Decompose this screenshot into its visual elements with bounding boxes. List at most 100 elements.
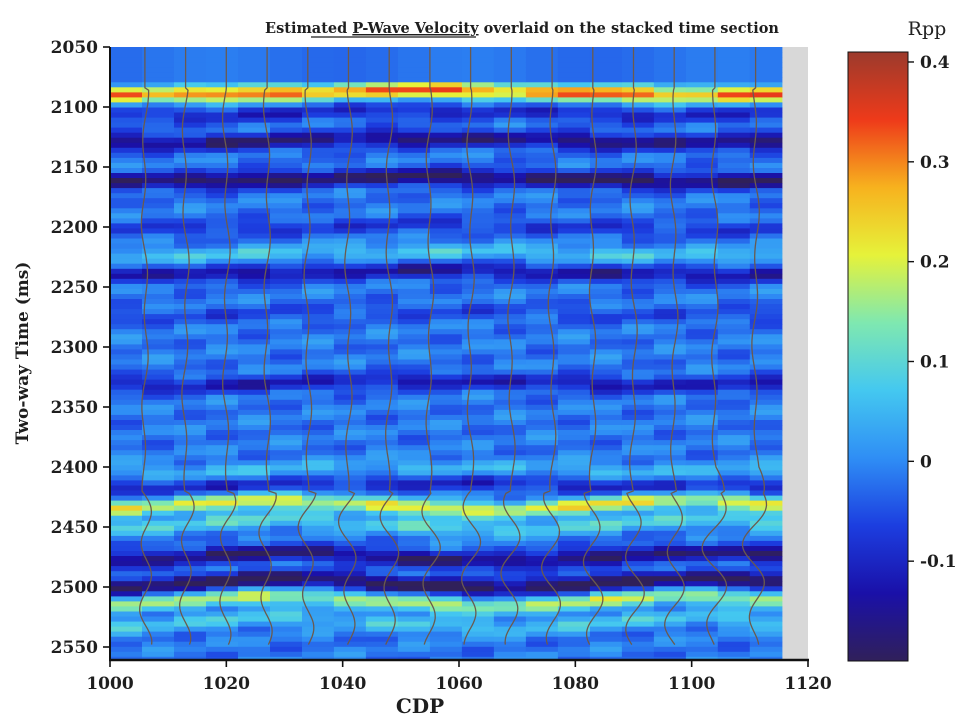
heatmap-cell [174,409,207,416]
heatmap-cell [174,359,207,366]
heatmap-cell [493,465,527,471]
heatmap-cell [717,460,751,466]
heatmap-cell [461,399,495,406]
heatmap-cell [685,535,719,542]
heatmap-cell [333,57,367,63]
heatmap-cell [333,420,367,426]
heatmap-cell [238,62,271,68]
heatmap-cell [429,364,463,371]
heatmap-cell [461,107,495,114]
heatmap-cell [717,142,751,149]
heatmap-cell [397,87,431,93]
heatmap-cell [302,349,335,355]
heatmap-cell [589,304,623,310]
heatmap-cell [397,651,431,658]
heatmap-cell [270,510,303,517]
heatmap-cell [142,359,175,366]
heatmap-cell [525,218,559,224]
heatmap-cell [174,122,207,129]
heatmap-cell [461,82,495,88]
heatmap-cell [270,546,303,552]
heatmap-cell [206,198,239,204]
heatmap-cell [557,127,591,134]
heatmap-cell [174,520,207,527]
heatmap-cell [493,157,527,164]
heatmap-cell [653,334,687,340]
heatmap-cell [749,183,783,189]
heatmap-cell [110,344,143,350]
heatmap-cell [333,122,367,129]
heatmap-cell [557,228,591,234]
heatmap-cell [653,621,687,628]
heatmap-cell [525,435,559,441]
heatmap-cell [397,223,431,229]
heatmap-cell [206,168,239,174]
heatmap-cell [270,62,303,68]
heatmap-cell [749,339,783,345]
heatmap-cell [493,319,527,325]
heatmap-cell [749,243,783,250]
heatmap-cell [429,233,463,240]
heatmap-cell [493,213,527,219]
heatmap-cell [429,621,463,628]
heatmap-cell [653,344,687,350]
heatmap-cell [174,651,207,658]
heatmap-cell [749,334,783,340]
heatmap-cell [525,334,559,340]
heatmap-cell [174,107,207,114]
heatmap-cell [493,127,527,134]
heatmap-cell [461,465,495,471]
heatmap-cell [270,193,303,199]
heatmap-cell [717,273,751,280]
heatmap-cell [174,203,207,209]
heatmap-cell [653,485,687,492]
heatmap-cell [557,556,591,562]
heatmap-cell [174,556,207,562]
heatmap-cell [270,374,303,381]
heatmap-cell [206,616,239,623]
heatmap-cell [302,288,335,295]
heatmap-cell [302,435,335,441]
heatmap-cell [589,394,623,401]
heatmap-cell [302,178,335,184]
heatmap-cell [206,62,239,68]
heatmap-cell [525,354,559,360]
heatmap-cell [557,626,591,633]
heatmap-cell [302,500,335,507]
heatmap-cell [429,651,463,658]
heatmap-cell [174,430,207,436]
heatmap-cell [493,359,527,366]
heatmap-cell [429,631,463,638]
heatmap-cell [749,157,783,164]
heatmap-cell [142,656,175,659]
heatmap-cell [110,530,143,537]
heatmap-cell [142,626,175,633]
heatmap-cell [653,137,687,144]
heatmap-cell [557,445,591,451]
heatmap-cell [653,480,687,486]
heatmap-cell [653,314,687,320]
heatmap-cell [270,525,303,532]
heatmap-cell [493,117,527,124]
heatmap-cell [589,344,623,350]
heatmap-cell [238,193,271,199]
heatmap-cell [621,349,655,355]
heatmap-cell [685,591,719,597]
heatmap-cell [589,561,623,567]
heatmap-cell [142,540,175,547]
heatmap-cell [365,127,399,134]
heatmap-cell [174,485,207,492]
heatmap-cell [333,495,367,502]
heatmap-cell [461,314,495,320]
heatmap-cell [525,183,559,189]
heatmap-cell [110,359,143,366]
heatmap-cell [333,228,367,234]
heatmap-cell [429,72,463,78]
heatmap-cell [685,314,719,320]
heatmap-cell [174,127,207,134]
heatmap-cell [302,62,335,68]
heatmap-cell [110,137,143,144]
heatmap-cell [557,611,591,618]
heatmap-cell [717,208,751,214]
heatmap-cell [461,571,495,577]
